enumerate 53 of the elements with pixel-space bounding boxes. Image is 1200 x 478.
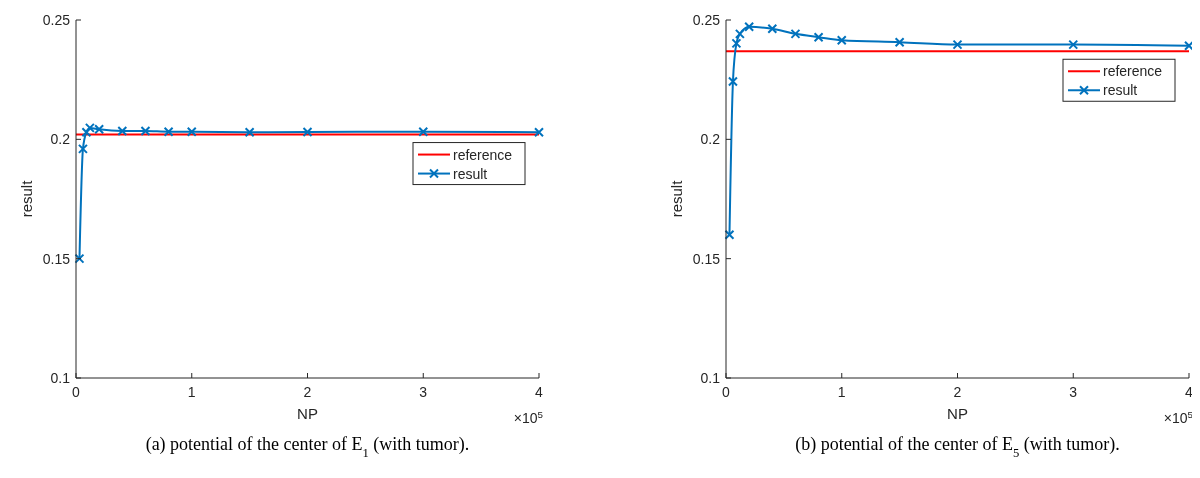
point (790, 28, 801, 39)
point (727, 76, 738, 87)
point (767, 23, 778, 34)
x-tick-label: 0 (722, 384, 731, 400)
point (734, 28, 745, 39)
point (534, 127, 544, 138)
point (1068, 39, 1079, 50)
y-tick-label: 0.15 (692, 250, 721, 267)
point (724, 229, 735, 240)
point (81, 127, 92, 138)
point (302, 126, 313, 137)
point (74, 253, 85, 264)
y-axis-title: result (18, 179, 35, 218)
text: ×10$^{5}$ (1163, 408, 1194, 426)
x-tick-label: 1 (187, 384, 196, 400)
point (744, 21, 755, 32)
x-tick-label: 2 (303, 384, 312, 400)
point (140, 125, 151, 136)
point (731, 38, 742, 49)
point (836, 35, 847, 46)
y-tick-label: 0.25 (42, 12, 71, 28)
x-axis-title: NP (297, 405, 318, 422)
x-tick-label: 4 (535, 384, 544, 400)
legend-label: result (1103, 82, 1138, 99)
point (894, 37, 905, 48)
point (77, 143, 88, 154)
y-tick-label: 0.1 (50, 370, 71, 386)
x-tick-label: 4 (1185, 384, 1194, 400)
y-tick-label: 0.2 (700, 131, 721, 148)
point (244, 127, 255, 138)
legend-label: reference (453, 146, 513, 163)
x-tick-label: 3 (419, 384, 428, 400)
y-tick-label: 0.15 (42, 250, 71, 267)
point (186, 126, 197, 137)
point (813, 32, 824, 43)
point (163, 126, 174, 137)
y-tick-label: 0.2 (50, 131, 71, 148)
point (117, 125, 128, 136)
x-tick-label: 0 (72, 384, 81, 400)
x-tick-label: 2 (953, 384, 962, 400)
legend-label: result (453, 165, 488, 182)
x-tick-label: 1 (837, 384, 846, 400)
text: ×10$^{5}$ (513, 408, 544, 426)
y-tick-label: 0.25 (692, 12, 721, 28)
point (952, 39, 963, 50)
y-tick-label: 0.1 (700, 370, 721, 386)
text: (b) potential of the center of E$_{5}$ (with tumor). (795, 434, 1120, 460)
x-axis-title: NP (947, 405, 968, 422)
y-axis-title: result (668, 179, 685, 218)
point (418, 126, 429, 137)
text: (a) potential of the center of E$_{1}$ (with tumor). (145, 434, 470, 460)
x-tick-label: 3 (1069, 384, 1078, 400)
legend-label: reference (1103, 63, 1163, 80)
